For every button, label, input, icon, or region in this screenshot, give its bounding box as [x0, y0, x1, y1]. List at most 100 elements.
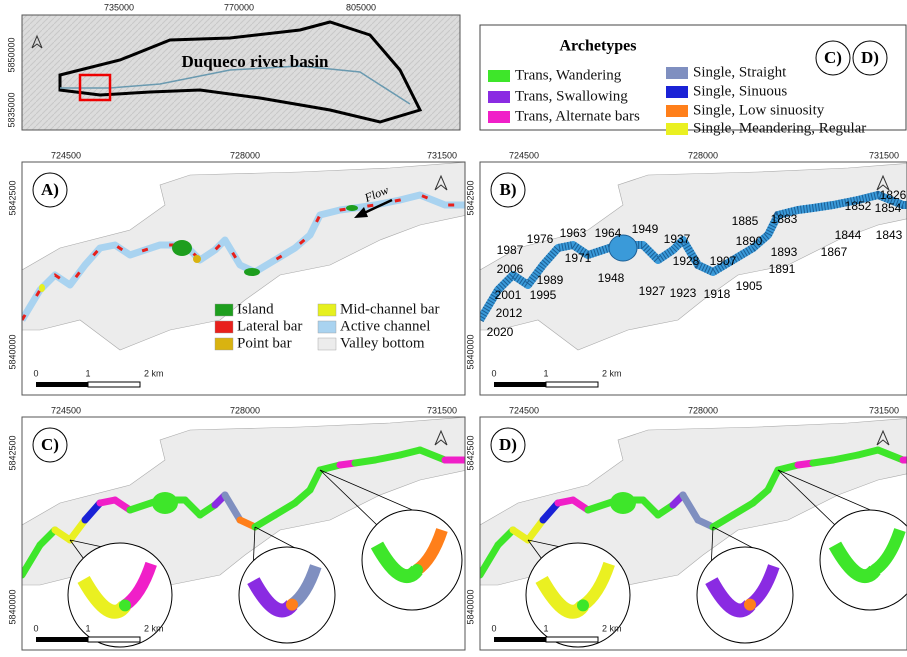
zoom-circle [362, 510, 462, 610]
year-label: 2020 [487, 325, 514, 339]
legend-swatch [666, 105, 688, 117]
basin-title: Duqueco river basin [181, 52, 329, 71]
panel-label: C) [41, 435, 59, 454]
y-coord: 5835000 [6, 92, 16, 127]
scale-segment [546, 637, 598, 642]
year-label: 1948 [598, 271, 625, 285]
scale-label: 2 km [144, 368, 164, 378]
scale-bar: 0 1 2 km [491, 368, 621, 387]
legend-label: Mid-channel bar [340, 301, 440, 317]
scale-label: 0 [33, 368, 38, 378]
archetype-segment [833, 455, 858, 460]
basin-frame [22, 15, 460, 130]
zoom-core [869, 564, 881, 576]
scale-label: 0 [491, 623, 496, 633]
year-label: 1885 [732, 214, 759, 228]
x-coord: 728000 [688, 150, 718, 160]
legend-label: Single, Sinuous [693, 83, 787, 99]
year-label: 2001 [495, 288, 522, 302]
legend-label: Island [237, 301, 274, 317]
map-panel: D)72450072800073150058425005840000012 km [465, 405, 907, 650]
zoom-circle [820, 510, 907, 610]
year-label: 1987 [497, 243, 524, 257]
legend-label: Point bar [237, 335, 292, 351]
zoom-circle [239, 547, 335, 643]
y-coord: 5840000 [7, 334, 17, 369]
scale-label: 1 [85, 368, 90, 378]
year-label: 1844 [835, 228, 862, 242]
y-coord: 5842500 [465, 435, 475, 470]
scale-label: 0 [491, 368, 496, 378]
legend-label: Single, Straight [693, 64, 787, 80]
panel-content [22, 417, 467, 647]
scale-label: 2 km [602, 623, 622, 633]
year-label: 1949 [632, 222, 659, 236]
y-coord: 5842500 [7, 180, 17, 215]
panels: A) 724500 728000 731500 5842500 5840000 0 1 2 km… [7, 150, 907, 650]
legend-swatch [318, 304, 336, 316]
mid-channel-bar [39, 284, 45, 292]
legend-swatch [488, 111, 510, 123]
island [244, 268, 260, 276]
year-label: 1971 [565, 251, 592, 265]
scale-segment [494, 637, 546, 642]
zoom-core [411, 564, 423, 576]
year-label: 1883 [771, 212, 798, 226]
legend-label: Single, Meandering, Regular [693, 120, 866, 136]
legend-swatch [318, 338, 336, 350]
legend-swatch [488, 70, 510, 82]
scale-bar: 0 1 2 km [33, 368, 163, 387]
scale-label: 2 km [602, 368, 622, 378]
point-bar [193, 255, 201, 263]
zoom-core [286, 599, 298, 611]
year-label: 1963 [560, 226, 587, 240]
year-label: 1989 [537, 273, 564, 287]
scale-label: 2 km [144, 623, 164, 633]
legend-swatch [666, 67, 688, 79]
island [346, 205, 358, 211]
scale-segment [88, 637, 140, 642]
year-label: 1927 [639, 284, 666, 298]
zoom-core [577, 599, 589, 611]
year-label: 1852 [845, 199, 872, 213]
year-label: 1928 [673, 254, 700, 268]
legend-label: Trans, Swallowing [515, 88, 628, 104]
x-coord: 731500 [869, 405, 899, 415]
zoom-core [744, 599, 756, 611]
panel-content [480, 417, 907, 647]
y-coord: 5850000 [6, 37, 16, 72]
year-label: 1854 [875, 201, 902, 215]
zoom-core [119, 599, 131, 611]
year-label: 1964 [595, 226, 622, 240]
map-panel: B)72450072800073150058425005840000012 km… [465, 150, 907, 395]
year-label: 1918 [704, 287, 731, 301]
x-coord: 724500 [51, 150, 81, 160]
panel-label: B) [500, 180, 517, 199]
scale-label: 1 [543, 368, 548, 378]
year-label: 1923 [670, 286, 697, 300]
scale-label: 1 [85, 623, 90, 633]
legend-title: Archetypes [559, 38, 636, 55]
scale-segment [88, 382, 140, 387]
scale-segment [36, 382, 88, 387]
panel-label: A) [41, 180, 59, 199]
year-label: 1843 [876, 228, 903, 242]
x-coord: 731500 [427, 405, 457, 415]
x-coord: 728000 [230, 150, 260, 160]
wandering-reach [152, 492, 178, 514]
legend-swatch [215, 321, 233, 333]
y-coord: 5842500 [7, 435, 17, 470]
panel-label: D) [499, 435, 517, 454]
archetype-segment [375, 455, 400, 460]
scale-segment [494, 382, 546, 387]
x-coord: 728000 [688, 405, 718, 415]
zoom-circle [697, 547, 793, 643]
scale-label: 0 [33, 623, 38, 633]
legend-label: Trans, Wandering [515, 67, 622, 83]
x-coord: 731500 [869, 150, 899, 160]
legend-label: Trans, Alternate bars [515, 108, 640, 124]
legend-label: Valley bottom [340, 335, 425, 351]
year-label: 1891 [769, 262, 796, 276]
